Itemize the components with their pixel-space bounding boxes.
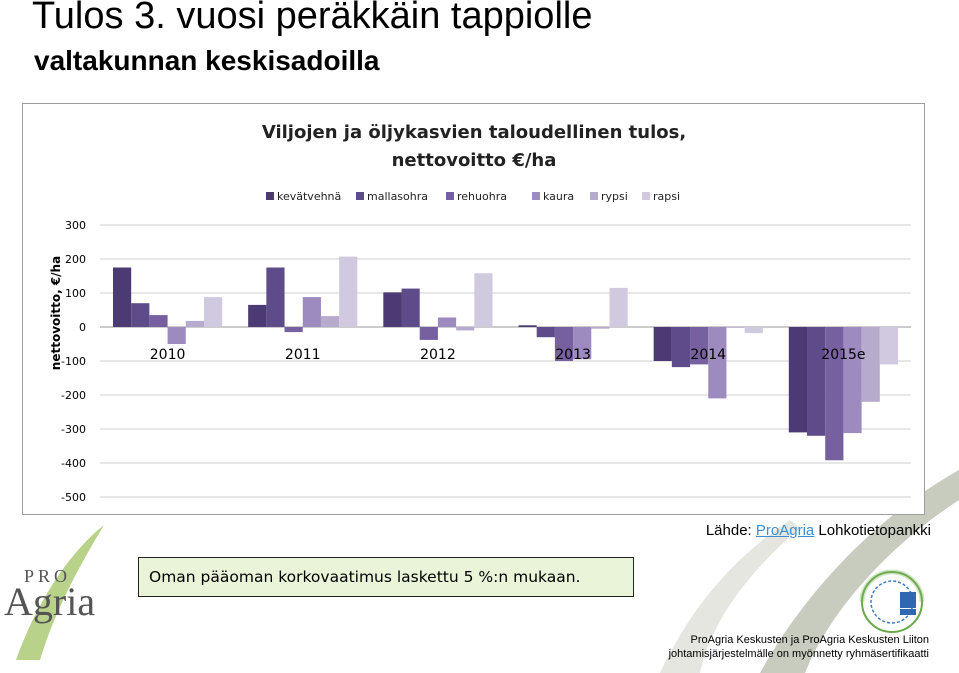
y-tick-label: -100 <box>61 355 86 368</box>
y-tick-label: -200 <box>61 389 86 402</box>
bar <box>573 327 592 360</box>
legend-swatch <box>356 192 364 200</box>
bar <box>419 327 438 340</box>
bar <box>825 327 844 461</box>
slide-subtitle: valtakunnan keskisadoilla <box>34 45 380 76</box>
bar <box>474 273 493 327</box>
source-link[interactable]: ProAgria <box>755 522 815 539</box>
bar <box>203 297 223 327</box>
bar <box>671 327 691 368</box>
bar <box>609 287 628 327</box>
legend-item: rehuohra <box>446 190 507 203</box>
legend-label: rehuohra <box>457 190 507 203</box>
chart-bars <box>112 256 899 461</box>
x-category-label: 2011 <box>285 347 321 363</box>
legend-item: mallasohra <box>356 190 428 203</box>
legend-label: rypsi <box>601 190 628 203</box>
bar <box>843 327 862 434</box>
y-tick-label: -500 <box>61 491 86 504</box>
chart-grid <box>100 224 911 498</box>
bar <box>302 297 321 327</box>
bar <box>437 317 457 327</box>
bar <box>536 327 555 338</box>
bar-chart: Viljojen ja öljykasvien taloudellinen tu… <box>49 122 911 504</box>
legend-swatch <box>446 192 454 200</box>
bar <box>284 327 303 333</box>
legend-swatch <box>590 192 598 200</box>
y-axis-label: nettovoitto, €/ha <box>49 256 63 370</box>
logo-agria-text: Agria <box>4 579 96 624</box>
footer-line-1: ProAgria Keskusten ja ProAgria Keskusten… <box>690 634 929 646</box>
bar <box>807 327 826 436</box>
bar <box>456 327 475 331</box>
legend-label: kaura <box>543 190 574 203</box>
y-tick-label: 0 <box>79 321 86 334</box>
y-tick-label: 100 <box>65 287 86 300</box>
x-category-label: 2013 <box>555 347 591 363</box>
x-category-label: 2012 <box>420 347 456 363</box>
bar <box>149 315 168 327</box>
y-tick-label: 300 <box>65 219 86 232</box>
legend-item: kaura <box>532 190 574 203</box>
footer-line-2: johtamisjärjestelmälle on myönnetty ryhm… <box>668 648 929 660</box>
bar <box>167 327 186 344</box>
bar <box>744 327 763 334</box>
bar <box>879 327 899 365</box>
note-box: Oman pääoman korkovaatimus laskettu 5 %:… <box>138 557 634 597</box>
x-category-label: 2010 <box>150 347 186 363</box>
legend-item: rapsi <box>642 190 680 203</box>
logo-pro-text: PRO <box>24 566 72 586</box>
slide-title: Tulos 3. vuosi peräkkäin tappiolle <box>32 0 593 37</box>
legend-item: kevätvehnä <box>266 190 341 203</box>
bar <box>554 327 574 361</box>
x-axis-categories: 2010 2011 2012 2013 2014 2015e <box>150 347 866 363</box>
bar <box>726 327 745 328</box>
bar <box>591 327 610 329</box>
y-axis-ticks: 300 200 100 0 -100 -200 -300 -400 -500 <box>61 219 86 504</box>
legend-label: kevätvehnä <box>277 190 341 203</box>
legend-swatch <box>532 192 540 200</box>
legend-label: rapsi <box>653 190 680 203</box>
x-category-label: 2015e <box>821 347 865 363</box>
legend-label: mallasohra <box>367 190 428 203</box>
bar <box>401 288 420 327</box>
chart-legend: kevätvehnä mallasohra rehuohra kaura rypsi ra… <box>266 190 680 203</box>
bar <box>861 327 880 402</box>
bar <box>339 256 358 327</box>
certification-seal-icon <box>859 569 925 633</box>
x-category-label: 2014 <box>690 347 726 363</box>
y-tick-label: 200 <box>65 253 86 266</box>
bar <box>185 320 204 327</box>
legend-swatch <box>266 192 274 200</box>
bar <box>320 316 340 327</box>
chart-title-line-1: Viljojen ja öljykasvien taloudellinen tu… <box>262 122 686 143</box>
bar <box>266 267 285 327</box>
source-credit: Lähde: ProAgria Lohkotietopankki <box>706 522 931 539</box>
y-tick-label: -300 <box>61 423 86 436</box>
legend-item: rypsi <box>590 190 628 203</box>
chart-title: Viljojen ja öljykasvien taloudellinen tu… <box>262 122 686 171</box>
bar <box>248 304 267 327</box>
chart-container: Viljojen ja öljykasvien taloudellinen tu… <box>22 103 925 515</box>
bar <box>653 327 672 361</box>
bar <box>518 325 537 327</box>
bar <box>383 292 402 327</box>
bar <box>788 327 808 433</box>
y-tick-label: -400 <box>61 457 86 470</box>
bar <box>131 303 150 327</box>
bar <box>112 267 132 327</box>
bar <box>690 327 709 365</box>
legend-swatch <box>642 192 650 200</box>
source-prefix: Lähde: <box>705 522 756 539</box>
bar <box>708 327 727 399</box>
source-suffix: Lohkotietopankki <box>814 522 931 539</box>
chart-title-line-2: nettovoitto €/ha <box>392 150 557 171</box>
